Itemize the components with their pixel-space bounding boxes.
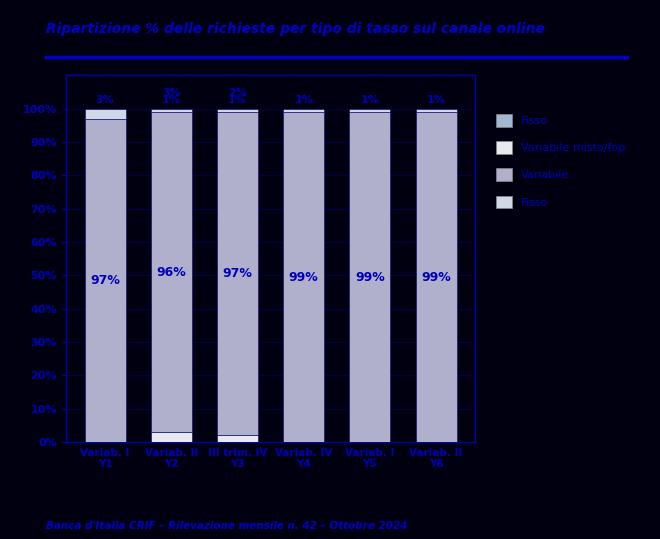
Bar: [416, 109, 457, 112]
Bar: [217, 112, 258, 436]
Text: 3%: 3%: [162, 88, 181, 98]
Bar: [84, 119, 125, 442]
Text: 1%: 1%: [426, 95, 446, 106]
Bar: [150, 432, 192, 442]
Bar: [150, 109, 192, 112]
Text: 1%: 1%: [294, 95, 313, 106]
Bar: [217, 109, 258, 112]
Text: 99%: 99%: [355, 271, 385, 284]
Bar: [416, 112, 457, 442]
Text: Ripartizione % delle richieste per tipo di tasso sul canale online: Ripartizione % delle richieste per tipo …: [46, 22, 545, 36]
Bar: [150, 112, 192, 432]
Legend: Fisso, Variabile misto/fop, Variabile, Fisso: Fisso, Variabile misto/fop, Variabile, F…: [493, 110, 628, 212]
Bar: [283, 109, 324, 112]
Text: Banca d'Italia CRIF – Rilevazione mensile n. 42 – Ottobre 2024: Banca d'Italia CRIF – Rilevazione mensil…: [46, 521, 408, 531]
Text: 97%: 97%: [90, 274, 120, 287]
Bar: [217, 436, 258, 442]
Bar: [283, 112, 324, 442]
Text: 99%: 99%: [421, 271, 451, 284]
Bar: [84, 109, 125, 119]
Text: 99%: 99%: [289, 271, 319, 284]
Text: 1%: 1%: [228, 95, 247, 106]
Text: 97%: 97%: [222, 267, 252, 280]
Bar: [349, 112, 391, 442]
Text: 96%: 96%: [156, 266, 186, 279]
Text: 1%: 1%: [360, 95, 379, 106]
Text: 1%: 1%: [162, 95, 181, 106]
Text: 2%: 2%: [228, 88, 247, 98]
Text: 3%: 3%: [96, 95, 114, 106]
Bar: [349, 109, 391, 112]
